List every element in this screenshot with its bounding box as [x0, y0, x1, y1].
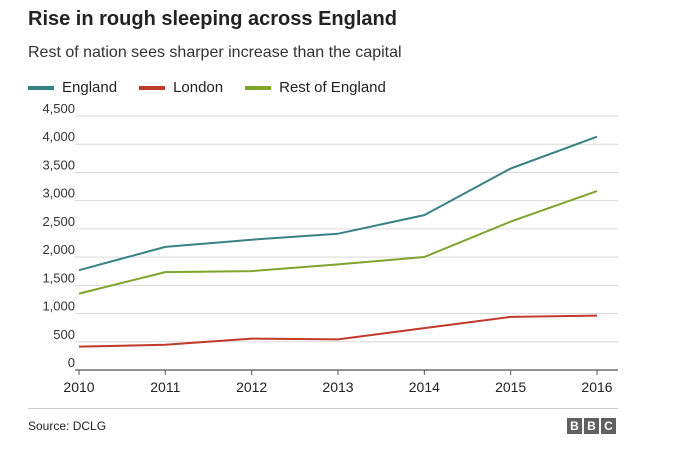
bbc-logo-letter: C — [601, 418, 616, 434]
x-tick-label: 2015 — [495, 379, 526, 395]
x-axis-ticks: 2010 2011 2012 2013 2014 2015 2016 — [63, 370, 613, 395]
x-tick-label: 2010 — [63, 379, 94, 395]
y-tick-label: 1,500 — [42, 270, 75, 285]
footer-divider — [28, 408, 618, 409]
x-tick-label: 2013 — [322, 379, 353, 395]
legend-label-london: London — [173, 79, 224, 96]
chart-title: Rise in rough sleeping across England — [28, 8, 397, 30]
gridlines — [75, 115, 618, 371]
legend-label-rest-of-england: Rest of England — [279, 79, 386, 96]
y-tick-label: 2,500 — [42, 214, 75, 229]
x-tick-label: 2014 — [409, 379, 440, 395]
legend-label-england: England — [62, 79, 118, 96]
legend-item-london: London — [139, 79, 223, 96]
x-tick-label: 2012 — [236, 379, 267, 395]
x-tick-label: 2011 — [150, 379, 180, 395]
y-tick-label: 3,000 — [42, 186, 75, 201]
y-tick-label: 2,000 — [42, 242, 75, 257]
x-tick-label: 2016 — [581, 379, 612, 395]
series-line-england — [78, 135, 598, 272]
y-tick-label: 4,000 — [42, 129, 75, 144]
legend: England London Rest of England — [28, 79, 408, 96]
y-tick-label: 0 — [68, 355, 75, 370]
legend-item-england: England — [28, 79, 117, 96]
y-tick-label: 1,000 — [42, 299, 75, 314]
y-tick-label: 3,500 — [42, 157, 75, 172]
legend-swatch-london — [139, 85, 166, 90]
y-tick-label: 4,500 — [42, 101, 75, 116]
legend-swatch-rest-of-england — [245, 85, 272, 90]
source-note: Source: DCLG — [28, 419, 107, 433]
y-axis-ticks: 0 500 1,000 1,500 2,000 2,500 3,000 3,500 4,000 4… — [42, 101, 75, 370]
legend-item-rest-of-england: Rest of England — [245, 79, 386, 96]
bbc-logo-letter: B — [567, 418, 582, 434]
chart-subtitle: Rest of nation sees sharper increase tha… — [28, 44, 402, 61]
line-chart: 0 500 1,000 1,500 2,000 2,500 3,000 3,500 4,000 4… — [42, 101, 618, 395]
bbc-logo-letter: B — [584, 418, 599, 434]
series-line-rest-of-england — [78, 190, 598, 295]
series-lines — [78, 135, 598, 348]
y-tick-label: 500 — [53, 327, 75, 342]
series-line-london — [78, 314, 598, 348]
legend-swatch-england — [28, 85, 54, 90]
bbc-logo: B B C — [567, 418, 618, 434]
